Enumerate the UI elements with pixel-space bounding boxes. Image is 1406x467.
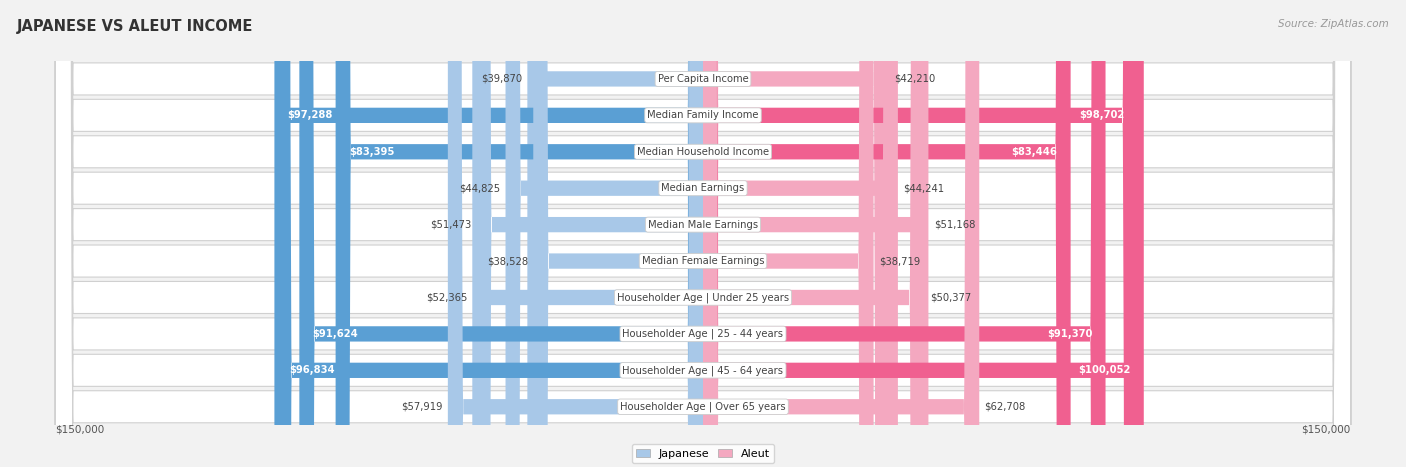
Text: $44,825: $44,825 — [460, 183, 501, 193]
FancyBboxPatch shape — [703, 0, 979, 467]
FancyBboxPatch shape — [703, 0, 1070, 467]
FancyBboxPatch shape — [336, 0, 703, 467]
FancyBboxPatch shape — [506, 0, 703, 467]
FancyBboxPatch shape — [55, 0, 1351, 467]
Text: Householder Age | Under 25 years: Householder Age | Under 25 years — [617, 292, 789, 303]
FancyBboxPatch shape — [533, 0, 703, 467]
Text: Householder Age | Over 65 years: Householder Age | Over 65 years — [620, 402, 786, 412]
Text: Per Capita Income: Per Capita Income — [658, 74, 748, 84]
Text: $98,702: $98,702 — [1080, 110, 1125, 120]
Text: $62,708: $62,708 — [984, 402, 1026, 412]
Text: $44,241: $44,241 — [903, 183, 945, 193]
Text: Householder Age | 45 - 64 years: Householder Age | 45 - 64 years — [623, 365, 783, 375]
FancyBboxPatch shape — [274, 0, 703, 467]
Text: Median Family Income: Median Family Income — [647, 110, 759, 120]
FancyBboxPatch shape — [55, 0, 1351, 467]
Text: $91,370: $91,370 — [1047, 329, 1092, 339]
Text: $57,919: $57,919 — [401, 402, 443, 412]
Text: $83,446: $83,446 — [1011, 147, 1057, 157]
FancyBboxPatch shape — [55, 0, 1351, 467]
Text: $51,473: $51,473 — [430, 219, 471, 230]
FancyBboxPatch shape — [477, 0, 703, 467]
Text: $52,365: $52,365 — [426, 292, 467, 303]
FancyBboxPatch shape — [703, 0, 898, 467]
Text: $38,719: $38,719 — [879, 256, 920, 266]
FancyBboxPatch shape — [703, 0, 928, 467]
Text: $100,052: $100,052 — [1078, 365, 1130, 375]
FancyBboxPatch shape — [703, 0, 873, 467]
FancyBboxPatch shape — [449, 0, 703, 467]
FancyBboxPatch shape — [703, 0, 1137, 467]
Text: $39,870: $39,870 — [481, 74, 522, 84]
Legend: Japanese, Aleut: Japanese, Aleut — [633, 444, 773, 463]
Text: $97,288: $97,288 — [288, 110, 333, 120]
Text: Source: ZipAtlas.com: Source: ZipAtlas.com — [1278, 19, 1389, 28]
FancyBboxPatch shape — [55, 0, 1351, 467]
Text: $150,000: $150,000 — [55, 425, 104, 435]
FancyBboxPatch shape — [55, 0, 1351, 467]
FancyBboxPatch shape — [703, 0, 925, 467]
Text: Median Male Earnings: Median Male Earnings — [648, 219, 758, 230]
Text: $91,624: $91,624 — [312, 329, 359, 339]
Text: $96,834: $96,834 — [290, 365, 335, 375]
FancyBboxPatch shape — [55, 0, 1351, 467]
Text: Median Female Earnings: Median Female Earnings — [641, 256, 765, 266]
FancyBboxPatch shape — [703, 0, 1143, 467]
Text: $150,000: $150,000 — [1302, 425, 1351, 435]
FancyBboxPatch shape — [703, 0, 1105, 467]
Text: $83,395: $83,395 — [349, 147, 394, 157]
Text: $42,210: $42,210 — [894, 74, 935, 84]
Text: Median Household Income: Median Household Income — [637, 147, 769, 157]
FancyBboxPatch shape — [299, 0, 703, 467]
FancyBboxPatch shape — [55, 0, 1351, 467]
Text: Median Earnings: Median Earnings — [661, 183, 745, 193]
Text: $38,528: $38,528 — [486, 256, 529, 266]
FancyBboxPatch shape — [55, 0, 1351, 467]
FancyBboxPatch shape — [55, 0, 1351, 467]
FancyBboxPatch shape — [472, 0, 703, 467]
FancyBboxPatch shape — [55, 0, 1351, 467]
FancyBboxPatch shape — [703, 0, 889, 467]
Text: JAPANESE VS ALEUT INCOME: JAPANESE VS ALEUT INCOME — [17, 19, 253, 34]
FancyBboxPatch shape — [527, 0, 703, 467]
Text: $50,377: $50,377 — [931, 292, 972, 303]
Text: $51,168: $51,168 — [934, 219, 976, 230]
Text: Householder Age | 25 - 44 years: Householder Age | 25 - 44 years — [623, 329, 783, 339]
FancyBboxPatch shape — [277, 0, 703, 467]
